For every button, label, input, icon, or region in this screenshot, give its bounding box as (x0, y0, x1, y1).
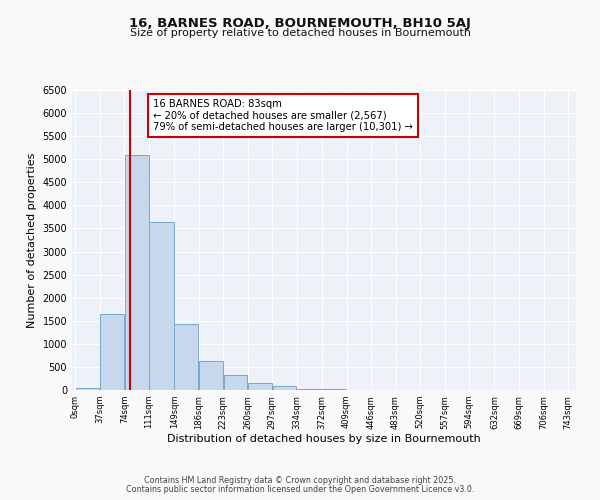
Bar (100, 314, 124, 390)
Bar (297, 388, 322, 390)
Bar (175, 324, 198, 390)
Text: Contains HM Land Registry data © Crown copyright and database right 2025.: Contains HM Land Registry data © Crown c… (144, 476, 456, 485)
Bar (224, 375, 247, 390)
Bar (125, 154, 149, 390)
Text: Size of property relative to detached houses in Bournemouth: Size of property relative to detached ho… (130, 28, 470, 38)
Bar (76, 388, 100, 390)
Bar (149, 222, 174, 390)
Text: Contains public sector information licensed under the Open Government Licence v3: Contains public sector information licen… (126, 485, 474, 494)
Bar (272, 386, 296, 390)
Bar (199, 362, 223, 390)
Text: 16 BARNES ROAD: 83sqm
← 20% of detached houses are smaller (2,567)
79% of semi-d: 16 BARNES ROAD: 83sqm ← 20% of detached … (152, 99, 413, 132)
Bar (248, 383, 272, 390)
Y-axis label: Number of detached properties: Number of detached properties (27, 152, 37, 328)
X-axis label: Distribution of detached houses by size in Bournemouth: Distribution of detached houses by size … (167, 434, 481, 444)
Text: 16, BARNES ROAD, BOURNEMOUTH, BH10 5AJ: 16, BARNES ROAD, BOURNEMOUTH, BH10 5AJ (129, 18, 471, 30)
